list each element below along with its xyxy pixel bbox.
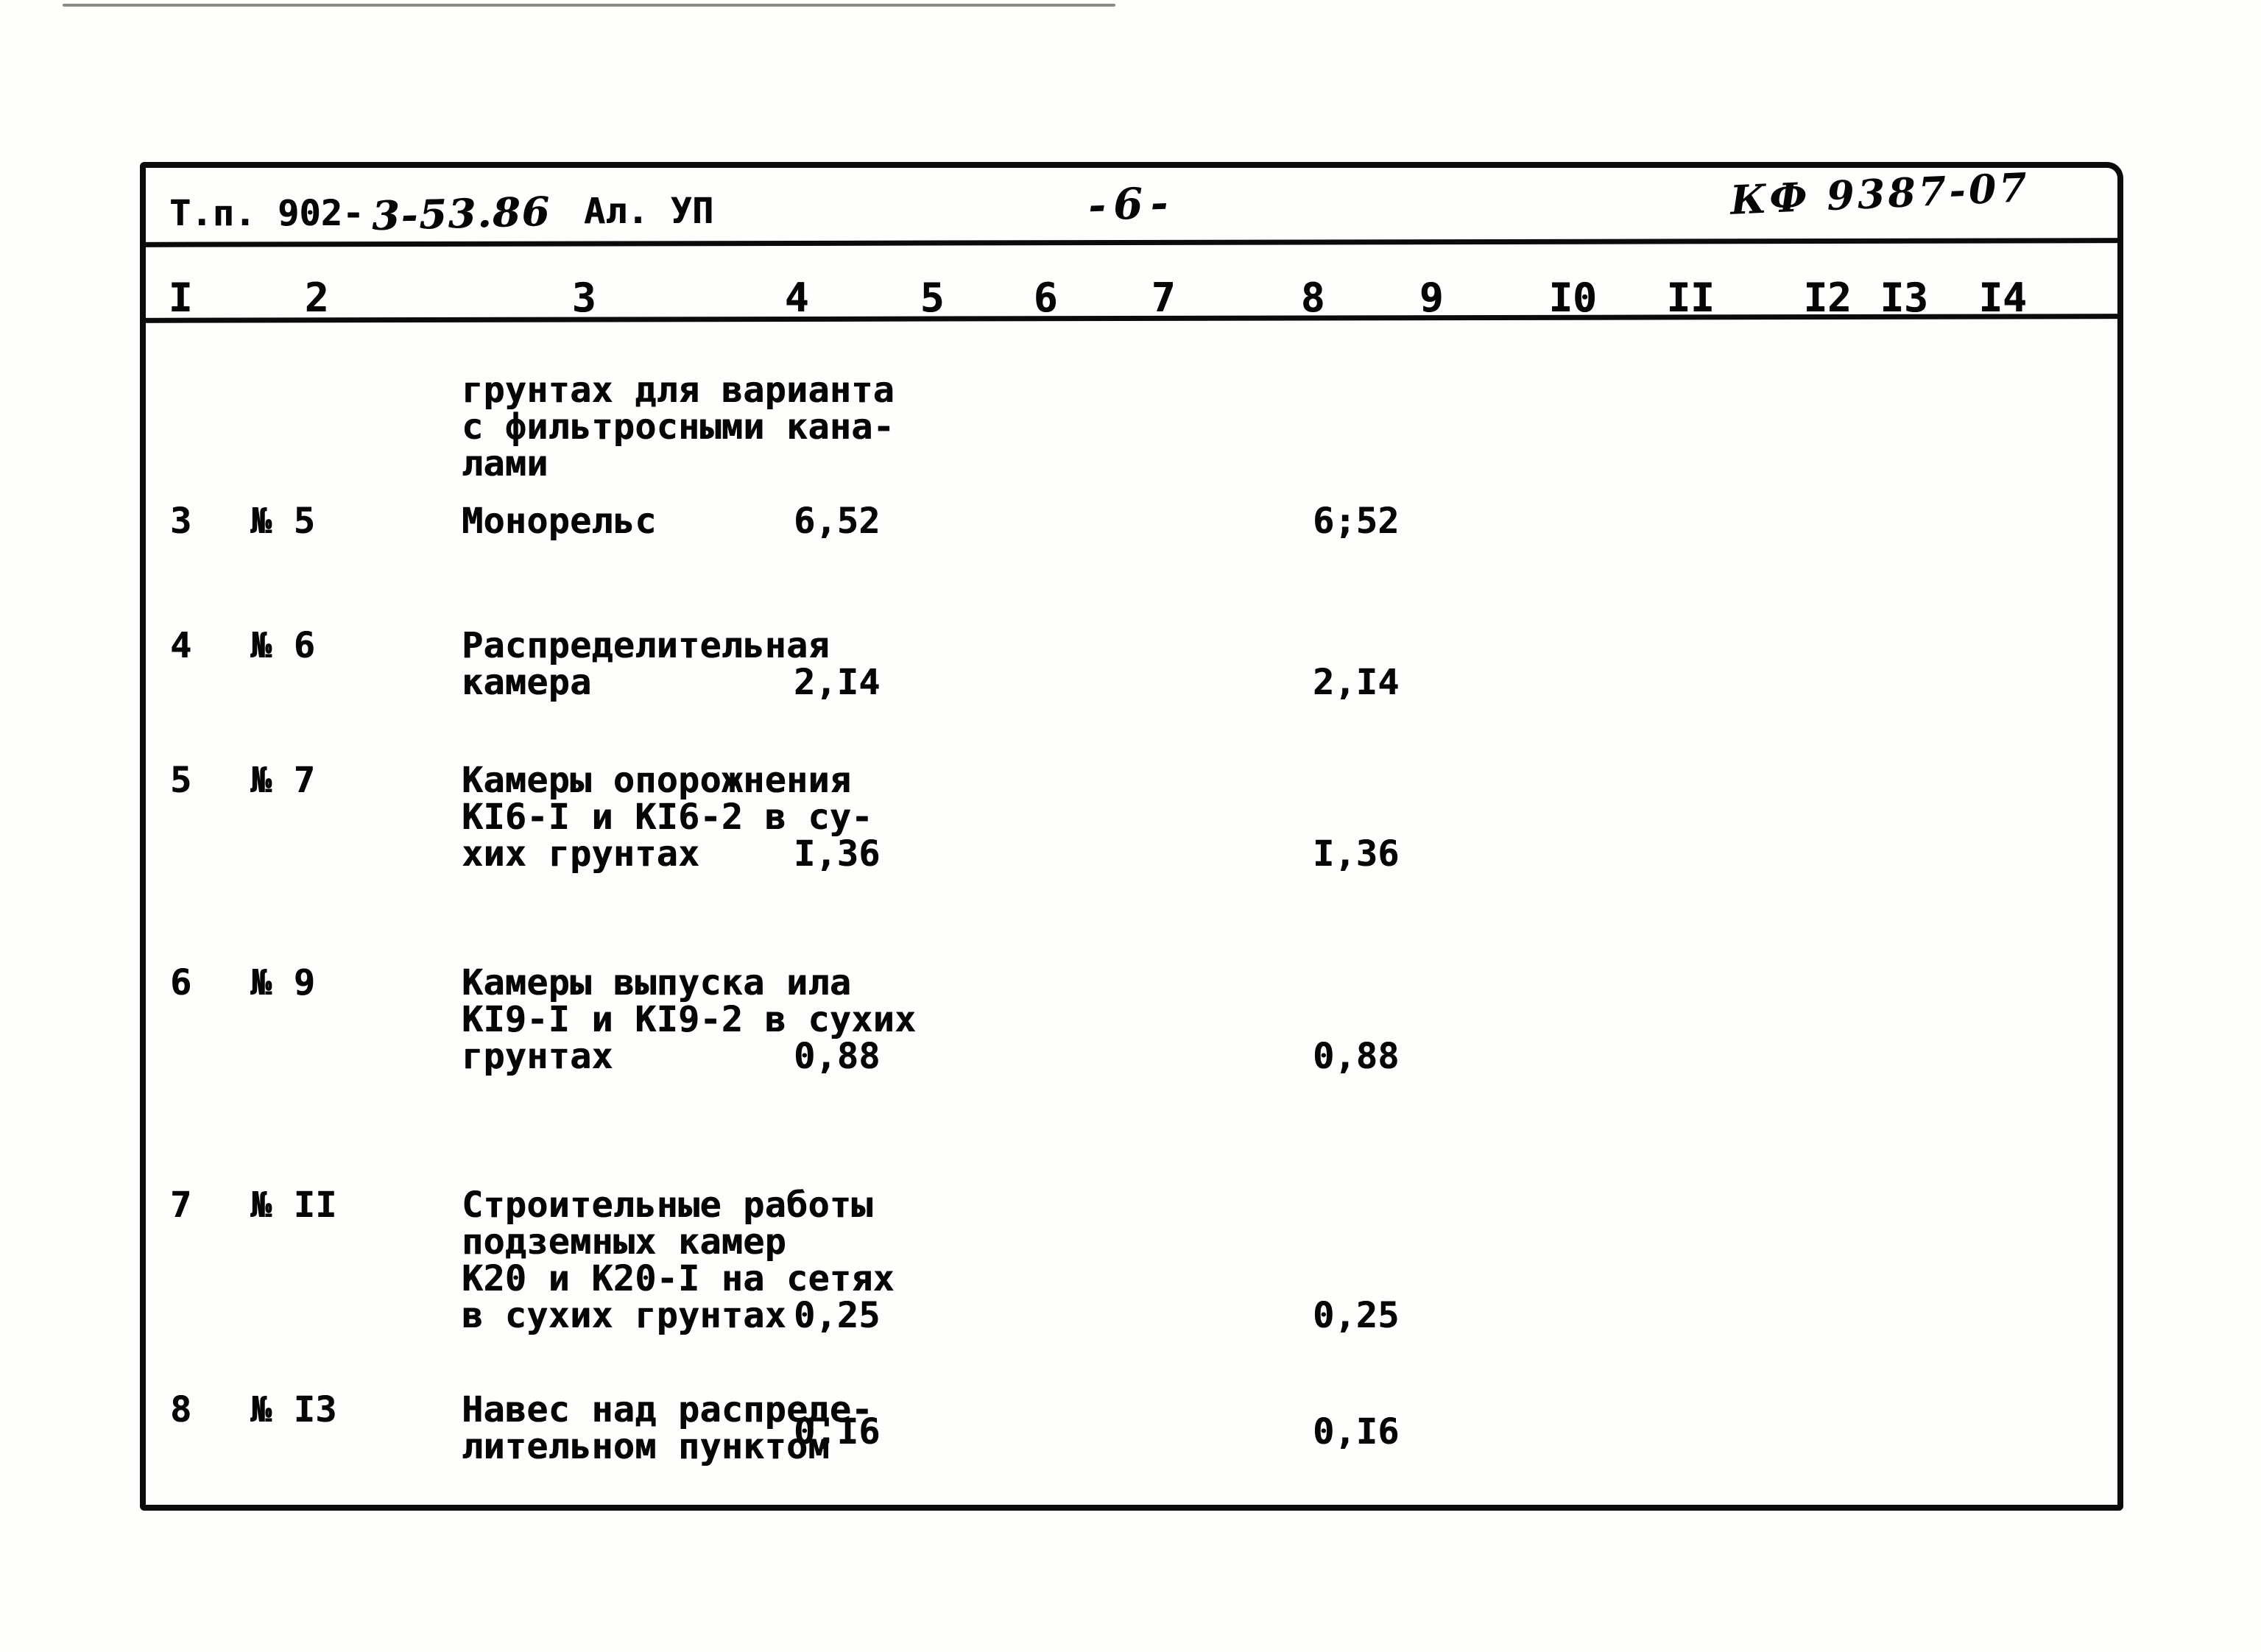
column-header-number: 6 [1033, 275, 1058, 321]
item-ref-cell: № 7 [250, 760, 316, 801]
value-col4: 2,I4 [794, 662, 881, 703]
description-line: КI6-I и КI6-2 в су- [462, 797, 873, 838]
description-line: К20 и К20-I на сетях [462, 1258, 895, 1299]
description-line: камера [462, 662, 592, 703]
column-header-number: I [168, 275, 193, 321]
table-row: 3 № 5 Монорельс 6,52 6;52 [0, 503, 2261, 540]
table-row: 4 № 6 Распределительная камера 2,I4 2,I4 [0, 627, 2261, 701]
description-line: с фильтросными кана- [462, 406, 895, 448]
scan-edge-artifact [63, 4, 1115, 7]
column-header-number: I3 [1880, 275, 1928, 321]
table-row: 5 № 7 Камеры опорожнения КI6-I и КI6-2 в су… [0, 762, 2261, 872]
column-header-number: 4 [784, 275, 809, 321]
column-header-number: 3 [571, 275, 596, 321]
value-col8: 0,88 [1313, 1036, 1400, 1077]
description-line: в сухих грунтах [462, 1295, 786, 1336]
value-col8: 2,I4 [1313, 662, 1400, 703]
row-number-cell: 6 [170, 962, 192, 1003]
description-line: Монорельс [462, 501, 657, 542]
document-code-handwritten: 3-53.86 [370, 187, 551, 240]
item-ref-cell: № II [250, 1185, 337, 1226]
column-header-number: I0 [1548, 275, 1597, 321]
description-line: грунтах для варианта [462, 370, 895, 411]
column-header-number: II [1666, 275, 1715, 321]
table-outer-border [140, 162, 2123, 1511]
album-label: Ал. УП [584, 191, 714, 232]
description-line: лами [462, 443, 549, 484]
description-line: Строительные работы [462, 1185, 873, 1226]
value-col8: I,36 [1313, 833, 1400, 875]
item-ref-cell: № I3 [250, 1389, 337, 1430]
column-header-number: 7 [1151, 275, 1176, 321]
description-line: хих грунтах [462, 833, 700, 875]
value-col4: 0,I6 [794, 1411, 881, 1452]
table-row: грунтах для варианта с фильтросными кана-… [0, 372, 2261, 482]
table-row: 6 № 9 Камеры выпуска ила КI9-I и КI9-2 в су… [0, 964, 2261, 1075]
value-col8: 0,25 [1313, 1295, 1400, 1336]
row-number-cell: 4 [170, 625, 192, 666]
row-number-cell: 3 [170, 501, 192, 542]
column-header-number: 9 [1419, 275, 1444, 321]
column-header-number: 5 [920, 275, 945, 321]
page-number: -6- [1087, 177, 1177, 231]
description-line: Камеры опорожнения [462, 760, 852, 801]
value-col4: 0,88 [794, 1036, 881, 1077]
value-col4: 6,52 [794, 501, 881, 542]
document-code: Т.п. 902- 3-53.86 [169, 187, 551, 240]
description-line: подземных камер [462, 1221, 786, 1263]
row-number-cell: 8 [170, 1389, 192, 1430]
item-ref-cell: № 9 [250, 962, 316, 1003]
value-col8: 0,I6 [1313, 1411, 1400, 1452]
document-code-typed: Т.п. 902- [169, 193, 364, 234]
column-header-number: 8 [1300, 275, 1325, 321]
column-header-number: I2 [1803, 275, 1852, 321]
item-ref-cell: № 6 [250, 625, 316, 666]
item-ref-cell: № 5 [250, 501, 316, 542]
description-line: Камеры выпуска ила [462, 962, 852, 1003]
description-line: КI9-I и КI9-2 в сухих [462, 999, 917, 1040]
description-line: лительном пунктом [462, 1426, 830, 1467]
value-col4: 0,25 [794, 1295, 881, 1336]
column-header-number: 2 [304, 275, 329, 321]
column-header-number: I4 [1978, 275, 2027, 321]
description-line: грунтах [462, 1036, 613, 1077]
value-col4: I,36 [794, 833, 881, 875]
description-line: Распределительная [462, 625, 830, 666]
table-row: 8 № I3 Навес над распреде-лительном пункто… [0, 1391, 2261, 1465]
description-line: Навес над распреде- [462, 1389, 873, 1430]
value-col8: 6;52 [1313, 501, 1400, 542]
row-number-cell: 7 [170, 1185, 192, 1226]
row-number-cell: 5 [170, 760, 192, 801]
